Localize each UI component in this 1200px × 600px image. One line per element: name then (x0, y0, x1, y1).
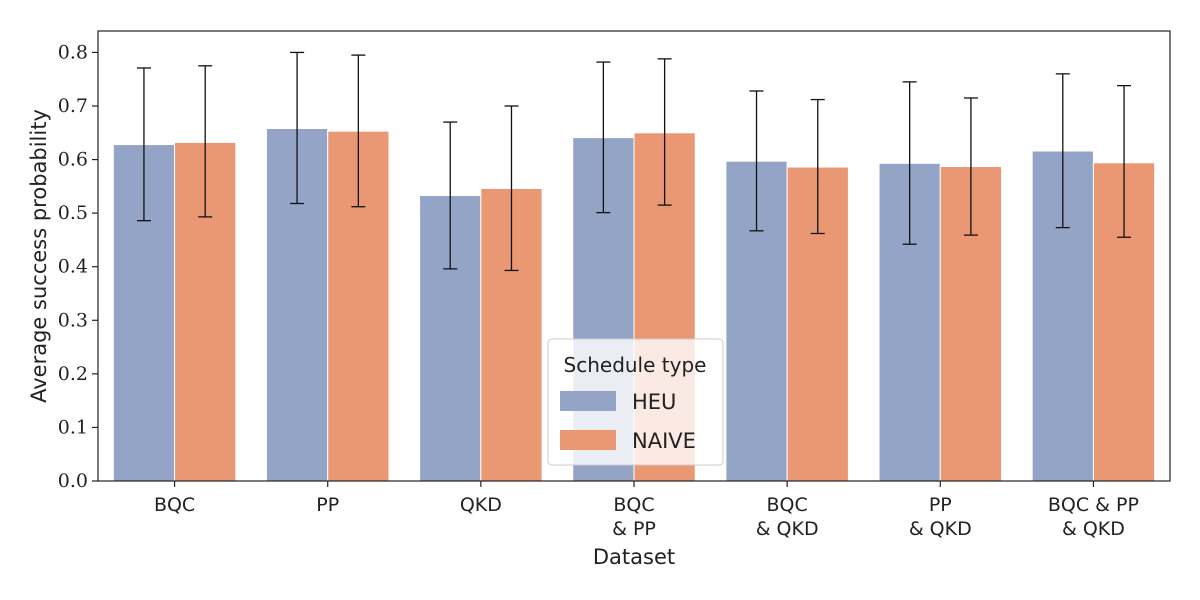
legend-title: Schedule type (564, 353, 707, 377)
y-tick-label-8: 0.8 (58, 41, 88, 63)
y-axis: 0.0 0.1 0.2 0.3 0.4 0.5 0.6 0.7 0.8 (58, 41, 98, 492)
error-bar-heu-0 (136, 67, 151, 222)
y-tick-label-0: 0.0 (58, 470, 88, 492)
x-tick-label-5-1: & QKD (909, 518, 972, 540)
error-bar-heu-2 (443, 121, 458, 270)
y-tick-label-4: 0.4 (58, 256, 88, 278)
y-tick-label-5: 0.5 (58, 202, 88, 224)
error-bar-heu-1 (290, 51, 305, 205)
x-tick-label-2-0: QKD (460, 494, 502, 516)
x-tick-label-6-0: BQC & PP (1048, 494, 1139, 516)
x-tick-label-5-0: PP (929, 494, 952, 516)
y-tick-label-6: 0.6 (58, 149, 88, 171)
error-bar-naive-6 (1117, 84, 1132, 238)
error-bar-naive-1 (351, 54, 366, 208)
error-bar-naive-0 (198, 65, 213, 218)
error-bar-naive-2 (504, 105, 519, 272)
x-tick-label-0-0: BQC (154, 494, 195, 516)
error-bars-layer (136, 51, 1132, 272)
legend-swatch-heu (560, 391, 616, 411)
y-axis-title: Average success probability (27, 109, 51, 403)
x-tick-label-4-1: & QKD (756, 518, 819, 540)
y-tick-label-1: 0.1 (58, 416, 88, 438)
x-tick-label-1-0: PP (316, 494, 339, 516)
x-tick-label-3-0: BQC (613, 494, 654, 516)
y-tick-label-7: 0.7 (58, 95, 88, 117)
x-tick-label-3-1: & PP (612, 518, 656, 540)
y-tick-label-2: 0.2 (58, 363, 88, 385)
legend-label-heu: HEU (632, 390, 676, 414)
legend: Schedule type HEU NAIVE (547, 338, 724, 466)
x-tick-label-4-0: BQC (767, 494, 808, 516)
error-bar-naive-4 (810, 98, 825, 235)
error-bar-heu-4 (749, 90, 764, 232)
legend-swatch-naive (560, 430, 616, 450)
x-tick-label-6-1: & QKD (1062, 518, 1125, 540)
x-axis-title: Dataset (593, 545, 675, 569)
error-bar-naive-5 (963, 97, 978, 236)
error-bar-heu-6 (1055, 73, 1070, 229)
error-bar-naive-3 (657, 58, 672, 206)
error-bar-heu-5 (902, 81, 917, 245)
legend-label-naive: NAIVE (632, 429, 696, 453)
y-tick-label-3: 0.3 (58, 309, 88, 331)
error-bar-heu-3 (596, 61, 611, 214)
